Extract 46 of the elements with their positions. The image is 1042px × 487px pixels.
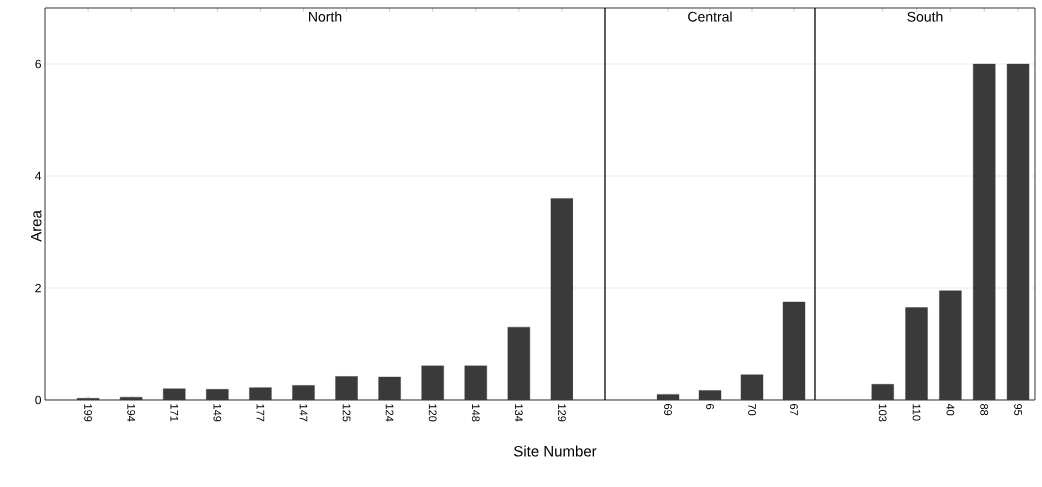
x-tick-label: 69	[664, 404, 672, 416]
bar	[905, 307, 928, 400]
bar	[119, 396, 143, 400]
chart-title: Central	[688, 11, 732, 22]
x-tick-label: 124	[385, 404, 394, 422]
bar	[335, 376, 358, 400]
x-tick-label: 95	[1014, 404, 1022, 416]
bar	[249, 387, 272, 400]
bar	[507, 326, 531, 400]
y-tick-label: 4	[35, 171, 42, 181]
x-tick-label: 134	[514, 404, 523, 422]
x-tick-label: 171	[170, 404, 179, 422]
bar	[292, 385, 315, 400]
y-axis-title: Area	[31, 210, 42, 242]
bar	[973, 63, 996, 400]
bar	[871, 384, 894, 400]
bar	[421, 365, 444, 400]
y-tick-label: 6	[35, 59, 41, 69]
chart-title: North	[309, 11, 342, 22]
bar	[378, 376, 401, 400]
y-tick-label: 0	[35, 395, 42, 405]
chart-title: South	[907, 11, 943, 22]
x-tick-label: 125	[342, 404, 351, 422]
x-tick-label: 149	[213, 404, 222, 422]
x-axis-title: Site Number	[514, 445, 597, 457]
x-tick-label: 199	[84, 404, 92, 422]
x-tick-label: 67	[790, 404, 798, 416]
x-tick-label: 194	[127, 404, 136, 422]
x-tick-label: 177	[256, 404, 265, 422]
x-tick-label: 6	[706, 404, 714, 410]
x-tick-label: 129	[558, 404, 566, 422]
x-tick-label: 148	[471, 404, 480, 422]
x-tick-label: 103	[878, 404, 887, 422]
bar	[206, 389, 229, 400]
bar	[1006, 63, 1030, 400]
y-tick-label: 2	[35, 283, 41, 293]
x-tick-label: 120	[428, 404, 437, 422]
bar	[550, 198, 574, 400]
x-tick-label: 110	[912, 404, 921, 421]
x-tick-label: 70	[748, 404, 756, 416]
bar	[464, 365, 487, 400]
bar	[163, 388, 186, 400]
x-tick-label: 40	[946, 403, 955, 416]
x-tick-label: 147	[299, 404, 308, 422]
x-tick-label: 88	[980, 403, 989, 416]
bar	[939, 290, 962, 400]
